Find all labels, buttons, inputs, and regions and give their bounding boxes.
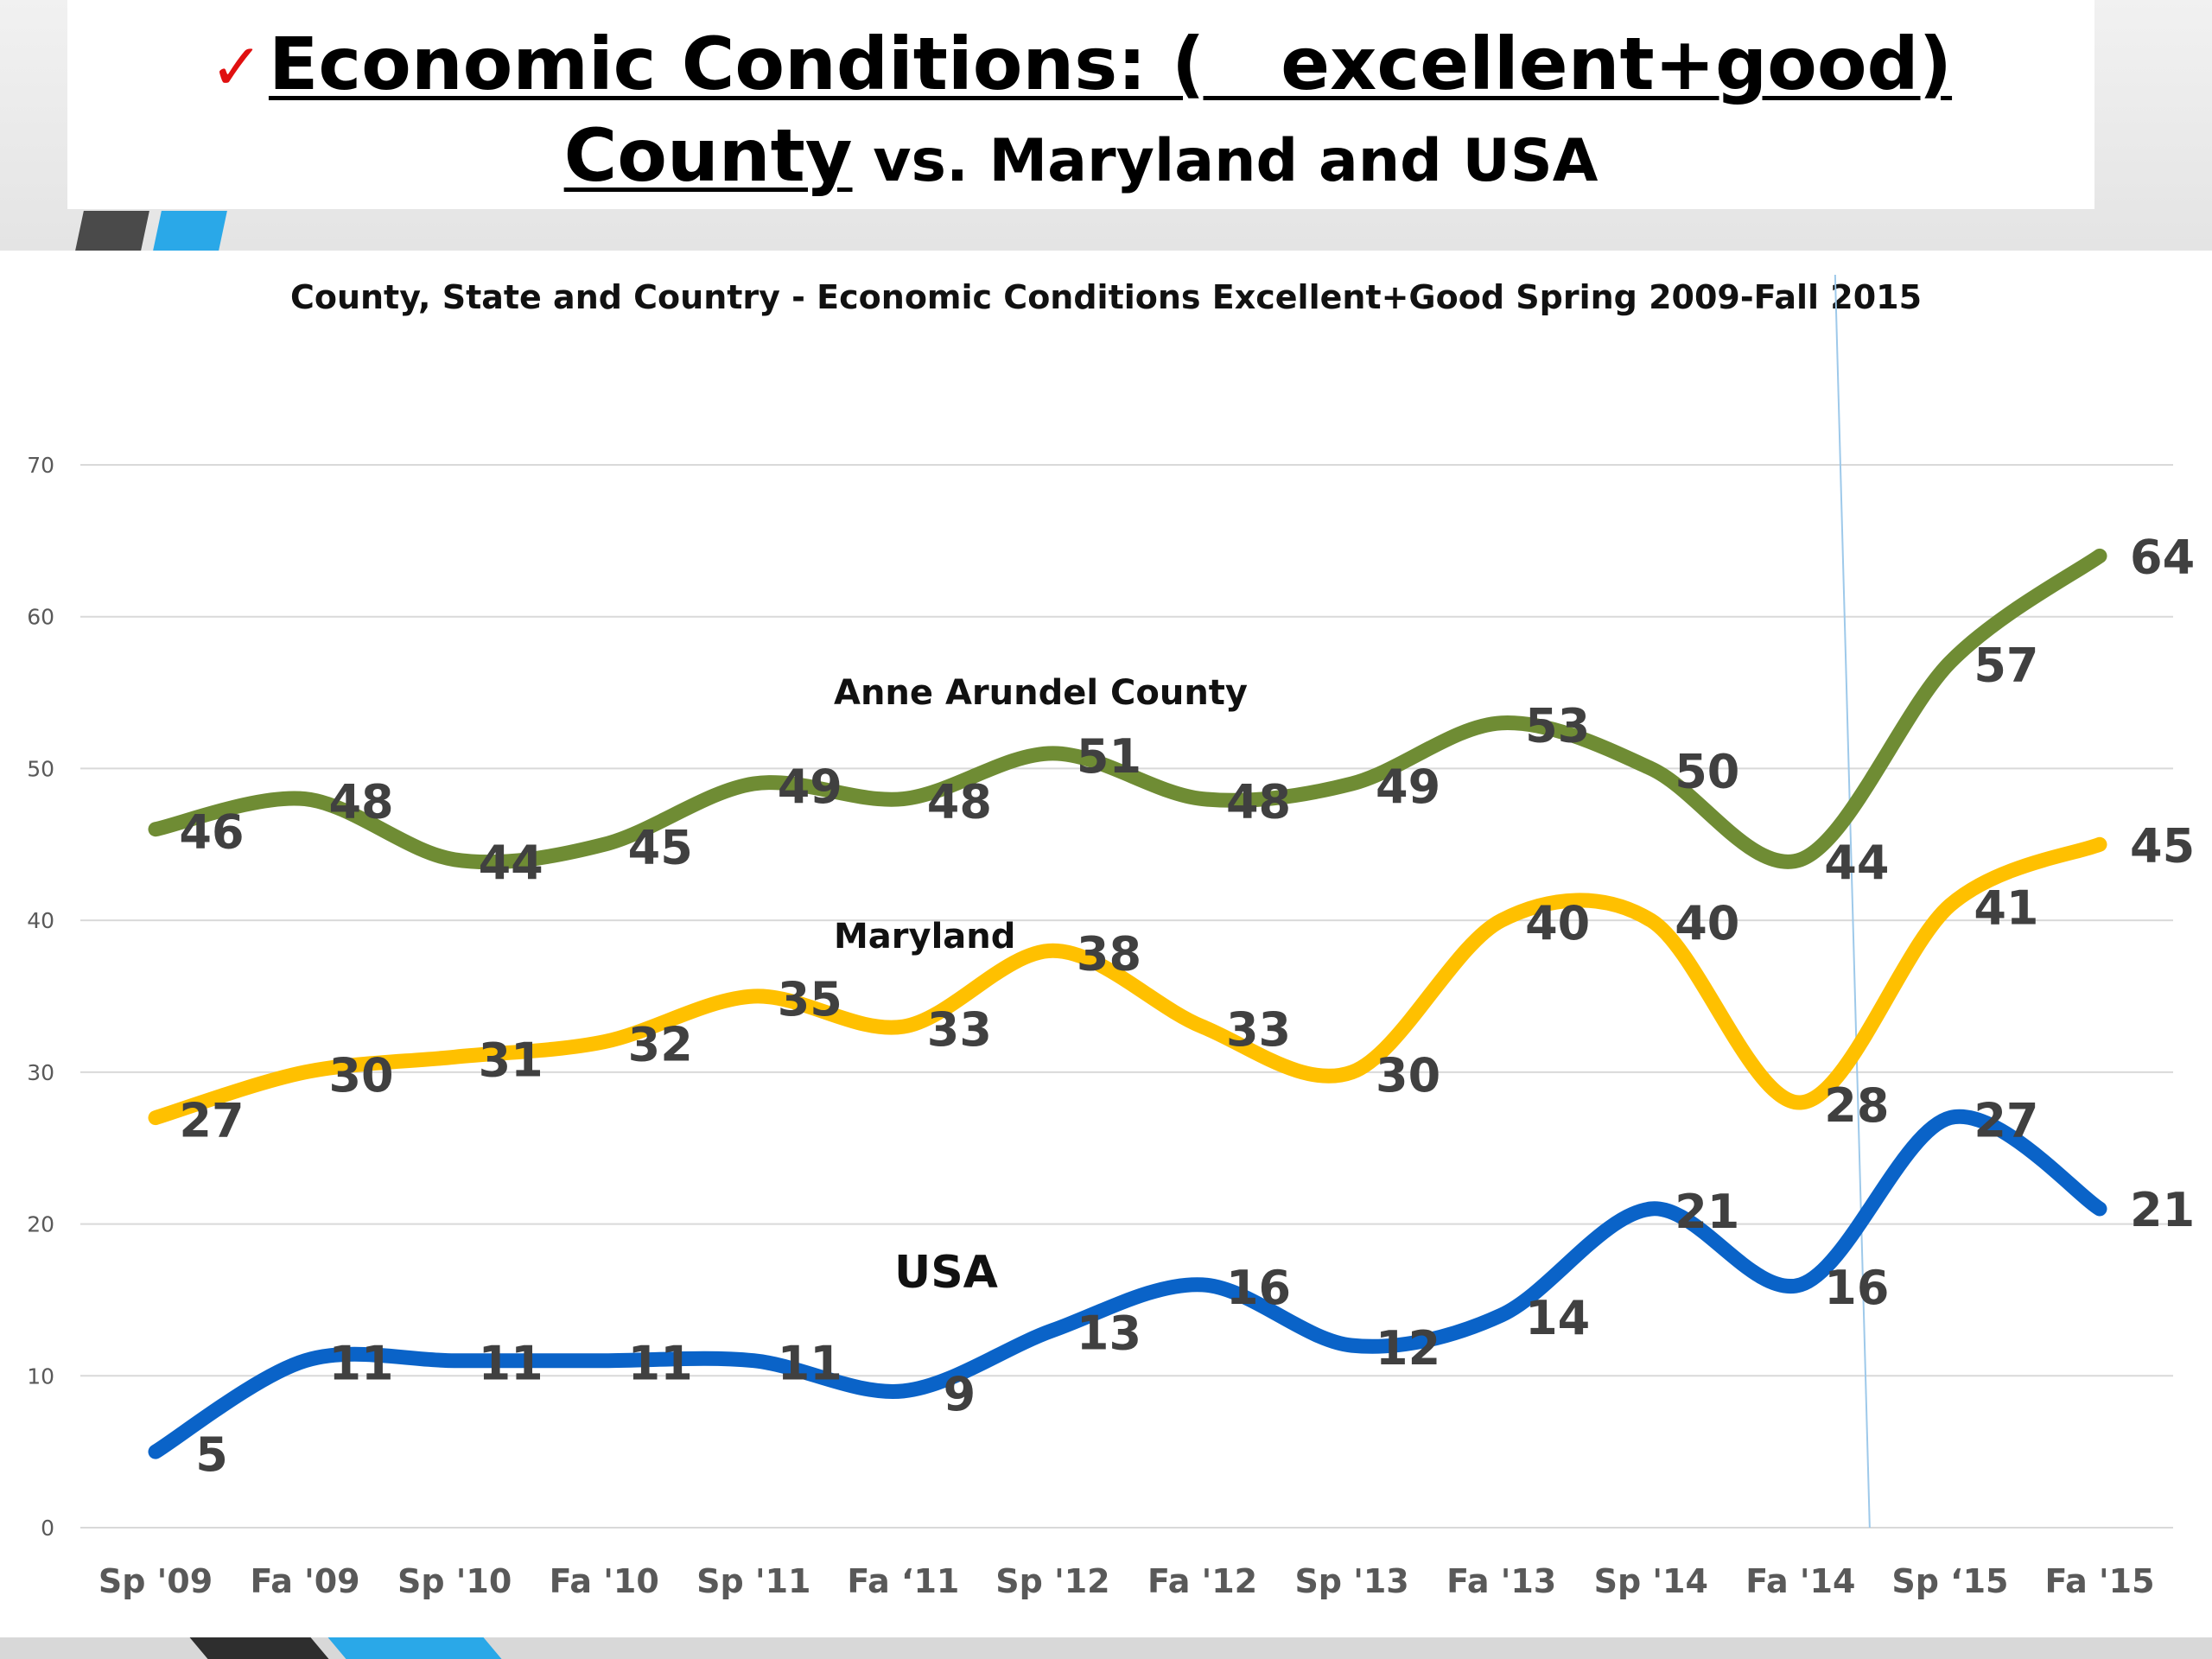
data-label: 46 (179, 805, 244, 860)
data-label: 38 (1077, 926, 1141, 981)
checkmark-icon: ✓ (209, 30, 264, 105)
y-tick-label-30: 30 (27, 1060, 54, 1085)
decorative-tab-dark (75, 211, 149, 251)
chart-marker (1834, 274, 1871, 1529)
x-tick-label: Sp ‘15 (1891, 1562, 2008, 1600)
x-tick-label: Sp '10 (397, 1562, 512, 1600)
y-tick-label-70: 70 (27, 453, 54, 478)
y-tick-label-60: 60 (27, 605, 54, 630)
series-line-3 (148, 1109, 2107, 1459)
data-label: 41 (1974, 881, 2038, 936)
data-label: 5 (195, 1427, 228, 1482)
data-label: 11 (479, 1337, 543, 1391)
data-label: 51 (1077, 729, 1141, 784)
data-label: 49 (778, 760, 842, 814)
data-label: 21 (1675, 1185, 1739, 1239)
data-label: 16 (1226, 1261, 1291, 1315)
data-label: 32 (628, 1018, 693, 1072)
data-label: 45 (628, 820, 693, 874)
data-label: 44 (479, 836, 543, 890)
slide-subtitle-county: County (563, 113, 853, 198)
data-label: 48 (1226, 775, 1291, 830)
data-label: 40 (1675, 896, 1739, 950)
data-label: 21 (2130, 1183, 2195, 1237)
chart-grid (80, 464, 2173, 1529)
x-tick-label: Sp '14 (1594, 1562, 1708, 1600)
line-chart: County, State and Country - Economic Con… (27, 274, 2195, 1600)
decorative-footer-blue (327, 1637, 502, 1659)
slide-title-box: ✓Economic Conditions: ( excellent+good) … (67, 0, 2094, 209)
data-label: 16 (1824, 1261, 1889, 1315)
y-tick-label-0: 0 (41, 1516, 54, 1541)
data-label: 33 (1226, 1002, 1291, 1057)
data-label: 9 (944, 1367, 976, 1421)
vertical-marker-line (1834, 274, 1871, 1529)
data-label: 14 (1525, 1291, 1590, 1345)
data-label: 30 (328, 1048, 393, 1103)
data-label: 35 (778, 972, 842, 1027)
data-label: 48 (328, 775, 393, 830)
data-labels: 46 48 44 45 49 48 51 48 49 53 50 44 57 64 27 30 31 32 35 33… (179, 530, 2195, 1482)
x-tick-label: Sp '12 (995, 1562, 1109, 1600)
slide-subtitle: County vs. Maryland and USA (67, 111, 2094, 221)
x-tick-label: Fa '09 (251, 1562, 360, 1600)
data-label: 49 (1376, 760, 1440, 814)
data-label: 12 (1376, 1321, 1440, 1376)
data-label: 11 (328, 1337, 393, 1391)
x-tick-label: Fa '10 (550, 1562, 659, 1600)
x-tick-label: Sp '09 (99, 1562, 213, 1600)
y-tick-label-40: 40 (27, 908, 54, 933)
data-label: 45 (2130, 818, 2195, 873)
x-tick-label: Fa '13 (1446, 1562, 1556, 1600)
data-label: 11 (628, 1337, 693, 1391)
data-label: 48 (927, 775, 992, 830)
y-tick-label-50: 50 (27, 756, 54, 781)
data-label: 50 (1675, 744, 1739, 798)
slide-title-line1: ✓Economic Conditions: ( excellent+good) (67, 19, 2094, 112)
data-label: 40 (1525, 896, 1590, 950)
data-label: 11 (778, 1337, 842, 1391)
x-tick-label: Fa ‘11 (847, 1562, 959, 1600)
data-label: 53 (1525, 699, 1590, 753)
y-tick-label-20: 20 (27, 1212, 54, 1237)
slide-subtitle-rest: vs. Maryland and USA (852, 127, 1599, 195)
data-label: 28 (1824, 1078, 1889, 1133)
data-label: 57 (1974, 638, 2038, 692)
x-tick-label: Sp '13 (1294, 1562, 1408, 1600)
data-label: 30 (1376, 1048, 1440, 1103)
data-label: 31 (479, 1033, 543, 1087)
data-label: 27 (1974, 1094, 2038, 1148)
slide-title-text: Economic Conditions: ( excellent+good) (268, 22, 1953, 106)
x-axis: Sp '09 Fa '09 Sp '10 Fa '10 Sp '11 Fa ‘11 Sp '… (99, 1562, 2155, 1600)
series-lines (148, 548, 2107, 1459)
series-line-2 (148, 836, 2107, 1126)
y-axis: 0 10 20 30 40 50 60 70 (27, 453, 54, 1541)
data-label: 44 (1824, 836, 1889, 890)
series-names: Anne Arundel County Maryland USA (834, 673, 1248, 1299)
chart-title: County, State and Country - Economic Con… (290, 278, 1922, 316)
series-name-label: USA (894, 1247, 998, 1299)
series-line-1 (148, 548, 2107, 870)
x-tick-label: Fa '12 (1147, 1562, 1257, 1600)
x-tick-label: Fa '15 (2044, 1562, 2154, 1600)
series-name-label: Anne Arundel County (834, 673, 1248, 713)
x-tick-label: Sp '11 (696, 1562, 810, 1600)
data-label: 27 (179, 1094, 244, 1148)
x-tick-label: Fa '14 (1745, 1562, 1855, 1600)
data-label: 13 (1077, 1306, 1141, 1361)
decorative-footer-dark (189, 1637, 329, 1659)
data-label: 64 (2130, 530, 2195, 584)
series-name-label: Maryland (834, 917, 1015, 957)
data-label: 33 (927, 1002, 992, 1057)
y-tick-label-10: 10 (27, 1363, 54, 1389)
decorative-tab-blue (153, 211, 227, 251)
